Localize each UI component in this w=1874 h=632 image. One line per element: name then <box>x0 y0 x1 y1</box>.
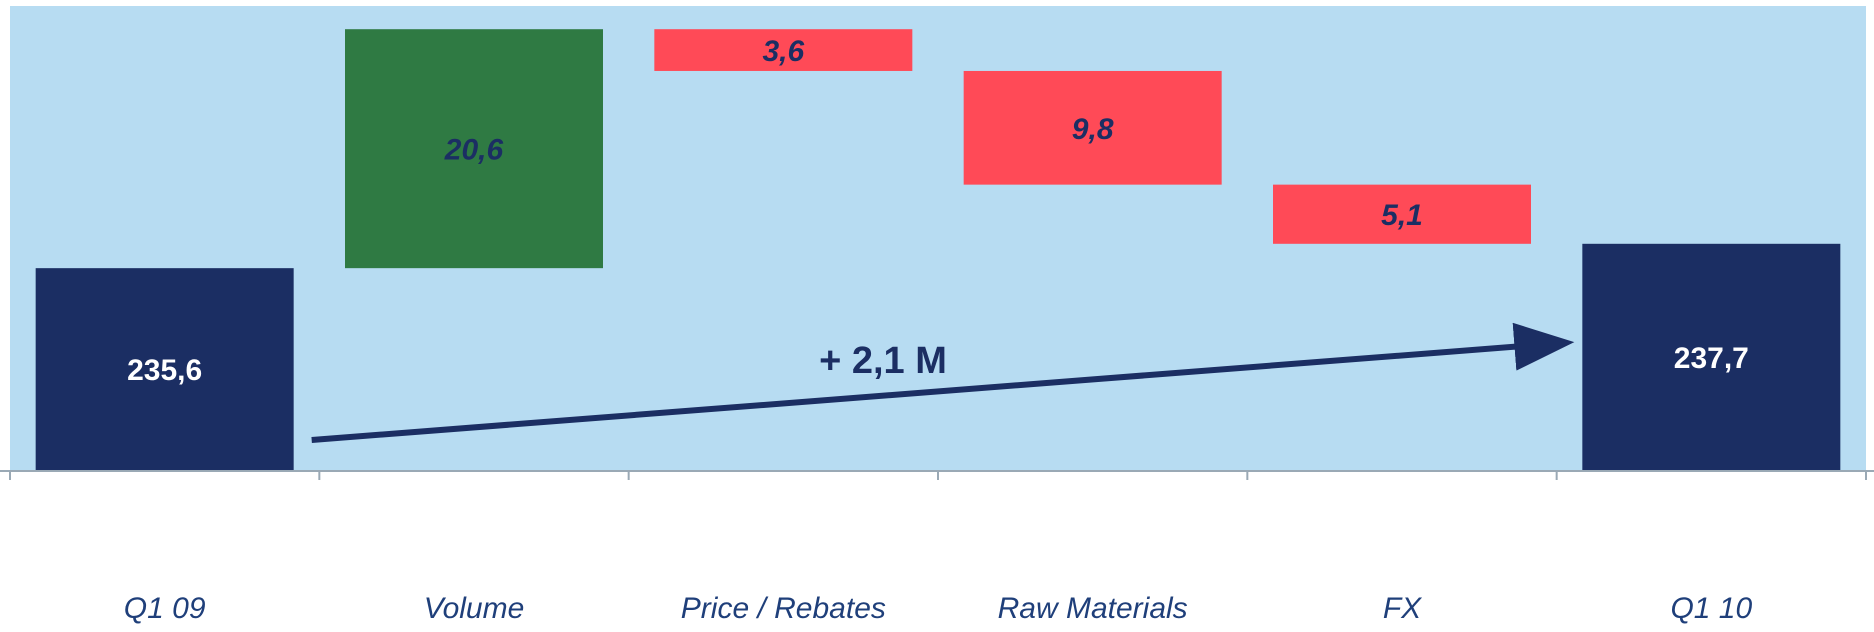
bar-total <box>35 268 294 470</box>
bar-value-label: 235,6 <box>127 354 202 387</box>
x-tick-label: Raw Materials <box>998 592 1188 625</box>
x-tick-label: Volume <box>424 592 525 625</box>
bar-increase <box>345 29 603 269</box>
bars-group: 235,6 20,6 3,6 9,8 5,1 237,7 <box>35 29 1841 470</box>
x-tick-label: Q1 10 <box>1670 592 1752 625</box>
bar-decrease <box>654 29 913 71</box>
bar-value-label: 9,8 <box>1072 113 1114 146</box>
x-tick-label: FX <box>1383 592 1422 625</box>
bar-value-label: 237,7 <box>1674 342 1749 375</box>
x-tick-label: Price / Rebates <box>681 592 886 625</box>
bar-decrease <box>1273 184 1531 244</box>
bar-total <box>1582 243 1841 470</box>
growth-annotation-label: + 2,1 M <box>819 340 947 382</box>
growth-arrow <box>311 322 1575 443</box>
bar-value-label: 20,6 <box>444 134 504 167</box>
annotation-group: + 2,1 M <box>311 322 1575 443</box>
bar-value-label: 5,1 <box>1381 199 1423 232</box>
x-axis: Q1 09 Volume Price / Rebates Raw Materials F… <box>0 470 1874 625</box>
bar-value-label: 3,6 <box>762 35 804 68</box>
x-tick-label: Q1 09 <box>124 592 206 625</box>
bar-decrease <box>963 70 1222 185</box>
